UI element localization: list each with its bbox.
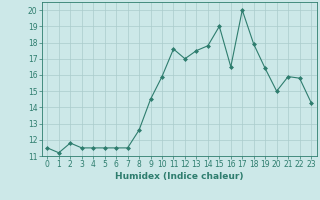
X-axis label: Humidex (Indice chaleur): Humidex (Indice chaleur) xyxy=(115,172,244,181)
